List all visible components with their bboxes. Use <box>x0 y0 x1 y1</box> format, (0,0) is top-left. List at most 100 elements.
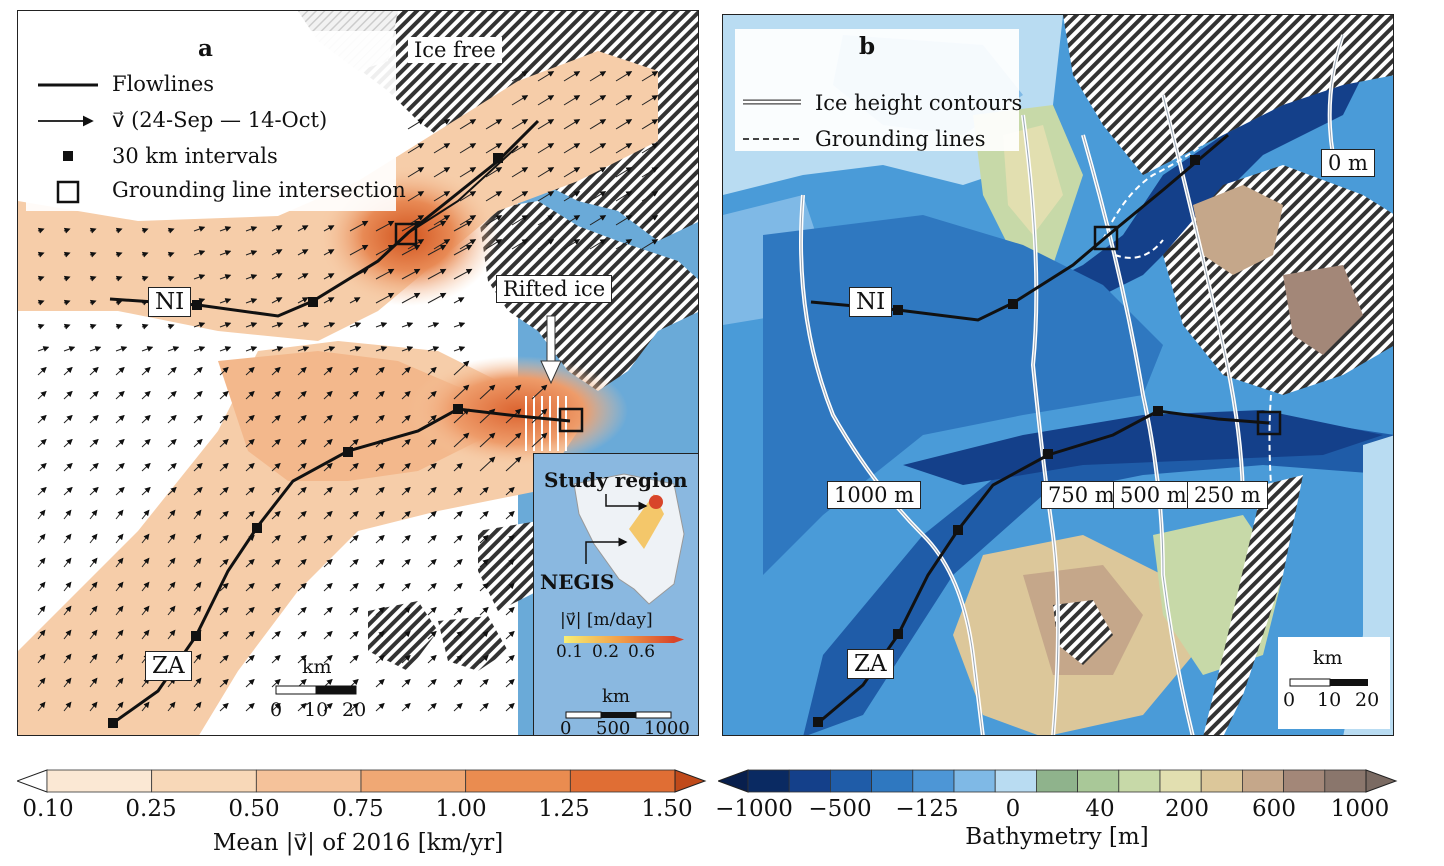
grounding-lines-b <box>1102 134 1272 486</box>
velocity-arrow <box>297 390 307 400</box>
velocity-arrow <box>63 509 72 520</box>
velocity-arrow <box>37 438 47 448</box>
bathymetry-colorbar-segments <box>718 769 1398 793</box>
velocity-arrow <box>245 250 258 256</box>
velocity-arrow <box>375 366 385 376</box>
velocity-arrow <box>297 225 309 232</box>
grounding-intersection-za-b <box>1256 410 1282 436</box>
velocity-arrow <box>245 298 258 304</box>
velocity-arrow <box>141 486 151 496</box>
inset-scale-black <box>601 712 636 718</box>
panel-b-bathymetry-map: b Ice height contours Grounding lines 0 … <box>722 14 1394 736</box>
velocity-arrow <box>349 510 359 520</box>
velocity-arrow <box>505 606 515 616</box>
velocity-arrow <box>89 390 99 400</box>
velocity-arrow <box>323 702 333 712</box>
velocity-arrow <box>63 581 72 592</box>
velocity-arrow <box>323 558 333 568</box>
velocity-arrow <box>401 322 414 328</box>
vel-tick-0: 0.10 <box>22 796 74 822</box>
velocity-arrow <box>297 297 309 304</box>
velocity-arrow <box>297 654 307 664</box>
velocity-arrow <box>453 346 466 352</box>
velocity-arrow <box>115 414 125 424</box>
velocity-arrow <box>219 510 229 520</box>
rifted-ice-stripes <box>525 396 567 451</box>
velocity-arrow <box>375 292 395 304</box>
velocity-arrow <box>453 408 470 424</box>
velocity-arrow <box>63 557 72 568</box>
colorbar-segment <box>46 769 153 793</box>
velocity-arrow <box>401 702 411 712</box>
velocity-arrow <box>37 653 46 664</box>
velocity-arrow <box>219 250 232 256</box>
velocity-arrow <box>89 653 98 664</box>
velocity-arrow <box>193 414 203 424</box>
velocity-arrow <box>531 384 548 400</box>
legend-a-symbols <box>38 83 98 204</box>
velocity-arrow <box>297 366 307 376</box>
inset-scale-1000: 1000 <box>644 718 690 736</box>
velocity-arrow <box>63 414 73 424</box>
velocity-arrow <box>407 167 425 178</box>
velocity-arrow <box>219 558 229 568</box>
velocity-arrow <box>271 414 281 424</box>
velocity-arrow <box>433 143 451 154</box>
bathymetry-map-canvas <box>723 15 1393 735</box>
velocity-arrow <box>453 702 463 712</box>
velocity-arrow <box>407 119 425 130</box>
velocity-arrow <box>323 534 333 544</box>
velocity-arrow <box>245 414 255 424</box>
velocity-arrow <box>375 346 388 352</box>
velocity-arrow <box>349 244 369 256</box>
velocity-arrow <box>641 167 659 178</box>
bath-tick-0: −1000 <box>715 796 793 822</box>
velocity-arrow <box>427 606 437 616</box>
velocity-arrow <box>323 390 333 400</box>
velocity-arrow <box>589 71 607 82</box>
velocity-arrow <box>297 534 307 544</box>
velocity-arrow <box>511 95 529 106</box>
velocity-arrow <box>479 582 489 592</box>
velocity-arrow <box>37 251 45 258</box>
velocity-arrow <box>37 677 46 688</box>
inset-negis-label: NEGIS <box>540 570 615 594</box>
velocity-arrow <box>63 299 71 306</box>
velocity-arrow <box>349 220 369 232</box>
velocity-arrow <box>427 678 437 688</box>
velocity-arrow <box>427 654 437 664</box>
velocity-arrow <box>401 534 411 544</box>
velocity-arrow <box>115 486 125 496</box>
velocity-arrow <box>193 677 202 688</box>
velocity-arrow <box>505 630 515 640</box>
land-island-brown <box>1193 185 1283 275</box>
velocity-arrow <box>297 249 309 256</box>
velocity-arrow <box>297 582 307 592</box>
land-island-brown-2 <box>1283 265 1363 355</box>
velocity-arrow <box>219 678 229 688</box>
velocity-arrow <box>89 438 99 448</box>
velocity-arrow <box>453 486 463 496</box>
velocity-arrow <box>485 191 503 202</box>
ice-free-label: Ice free <box>408 37 502 63</box>
velocity-arrow <box>433 167 451 178</box>
velocity-arrow <box>219 226 232 232</box>
velocity-arrow <box>271 438 281 448</box>
velocity-arrow <box>219 346 232 352</box>
velocity-arrow <box>167 414 177 424</box>
velocity-arrow <box>375 510 385 520</box>
deep-channel-za-core <box>903 410 1383 485</box>
velocity-arrow <box>297 702 307 712</box>
velocity-arrow <box>297 510 307 520</box>
velocity-arrow <box>615 215 633 226</box>
velocity-arrow <box>63 533 72 544</box>
zachariae-fast-core <box>408 356 628 466</box>
velocity-arrow <box>245 702 255 712</box>
velocity-arrow <box>141 227 149 234</box>
velocity-arrow <box>219 486 229 496</box>
velocity-arrow <box>271 606 281 616</box>
velocity-arrow <box>427 366 437 376</box>
velocity-arrow <box>63 653 72 664</box>
vel-tick-3: 0.75 <box>332 796 384 822</box>
velocity-arrow <box>479 702 489 712</box>
